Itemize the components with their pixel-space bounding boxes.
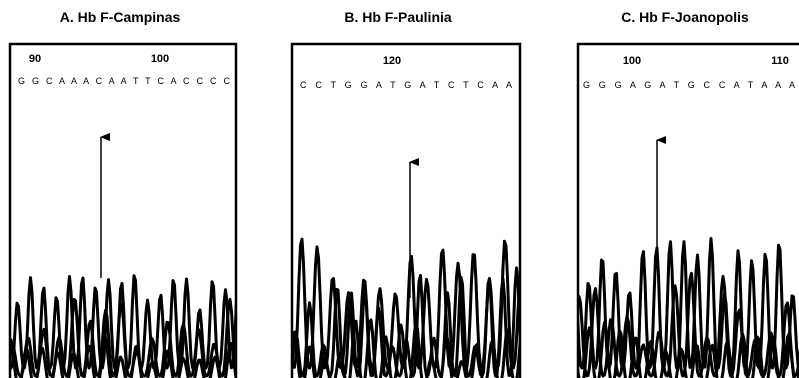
position-label: 100	[623, 55, 641, 67]
figure: A. Hb F-Campinas 90 100 G G C A A A C A …	[0, 0, 799, 378]
panel-title: C. Hb F-Joanopolis	[621, 9, 749, 25]
position-label: 120	[383, 55, 401, 67]
sequence: G G G A G A T G C C A T A A A	[583, 80, 795, 90]
panel-title: A. Hb F-Campinas	[60, 9, 181, 25]
panel-a: A. Hb F-Campinas 90 100 G G C A A A C A …	[5, 9, 241, 378]
sequence: C C T G G A T G A T C T C A A	[300, 80, 512, 90]
panel-title: B. Hb F-Paulinia	[344, 9, 452, 25]
chromatogram	[5, 270, 241, 378]
position-label: 90	[29, 53, 41, 65]
position-label: 100	[151, 53, 169, 65]
panel-c: C. Hb F-Joanopolis 100 110 G G G A G A T…	[573, 9, 799, 378]
chromatogram	[573, 239, 799, 378]
position-label: 110	[771, 55, 789, 67]
sequence: G G C A A A C A A T T C A C C C C	[18, 76, 231, 86]
chromatogram	[287, 239, 524, 378]
panel-b: B. Hb F-Paulinia 120 C C T G G A T G A T…	[287, 9, 524, 378]
